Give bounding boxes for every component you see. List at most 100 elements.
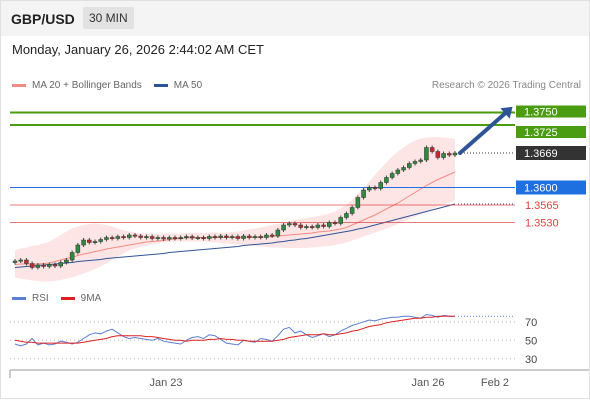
candle (121, 236, 126, 238)
candle (401, 167, 406, 171)
candle (327, 222, 332, 227)
bollinger-band (15, 137, 455, 282)
rsi-legend: RSI 9MA (12, 293, 101, 304)
datetime-label: Monday, January 26, 2026 2:44:02 AM CET (12, 42, 264, 57)
candle (24, 259, 29, 264)
candle (247, 235, 252, 238)
candle (407, 163, 412, 168)
candle (315, 224, 321, 228)
candle (395, 169, 401, 174)
candle (92, 241, 98, 243)
symbol-title: GBP/USD (11, 11, 75, 27)
candle (367, 187, 372, 191)
ma20-swatch (12, 84, 26, 87)
level-label-0: 1.3750 (524, 107, 558, 119)
rsi-ma-swatch (60, 297, 75, 300)
candle (178, 237, 183, 239)
candle (167, 237, 172, 240)
candle (384, 177, 389, 183)
candle (258, 236, 263, 238)
candle (64, 259, 69, 263)
rsi-line (14, 313, 455, 347)
candle (218, 235, 223, 238)
candle (298, 224, 303, 228)
candle (69, 252, 75, 261)
candle (195, 237, 201, 239)
legend-item-ma50: MA 50 (173, 80, 203, 91)
candle (104, 237, 109, 240)
candle (332, 222, 338, 224)
candle (35, 264, 41, 268)
credit-label: Research © 2026 Trading Central (431, 80, 581, 91)
level-label-1: 1.3725 (524, 127, 558, 139)
ma20-line (14, 171, 456, 265)
level-badge-2 (516, 146, 586, 160)
candle (12, 260, 18, 263)
candle (75, 244, 81, 253)
candle (372, 187, 378, 189)
level-badge-3 (516, 180, 586, 195)
price-legend: MA 20 + Bollinger Bands MA 50 (12, 80, 202, 91)
candle (275, 229, 281, 237)
level-label-4: 1.3565 (525, 200, 559, 212)
candle (29, 263, 35, 268)
candle (58, 262, 63, 267)
rsi-ma-line (14, 315, 455, 344)
candle (269, 234, 275, 237)
candle (429, 147, 435, 152)
candle (41, 264, 46, 267)
candle (241, 235, 246, 239)
x-tick-label: Jan 26 (411, 377, 444, 389)
candle (138, 235, 143, 238)
candle (281, 224, 286, 231)
legend-item-rsi-ma: 9MA (80, 293, 102, 304)
candle (189, 236, 195, 239)
level-label-2: 1.3669 (524, 148, 558, 160)
candle (424, 147, 429, 161)
candle (115, 236, 121, 239)
candle (155, 237, 161, 239)
candle (161, 237, 166, 240)
rsi-tick-label: 70 (525, 317, 537, 329)
x-tick-label: Feb 2 (481, 377, 509, 389)
legend-item-ma20: MA 20 + Bollinger Bands (32, 80, 142, 91)
candle (435, 151, 441, 158)
candle (412, 161, 418, 164)
candle (344, 213, 349, 218)
rsi-tick-label: 50 (525, 335, 537, 347)
candle (349, 207, 355, 214)
candle (172, 237, 178, 239)
candle (98, 239, 103, 242)
candle (184, 236, 189, 238)
candle (109, 237, 115, 239)
arrow-head (500, 106, 513, 119)
candle (447, 153, 452, 156)
candle (355, 197, 361, 208)
candle (441, 153, 446, 158)
candle (87, 239, 92, 243)
top-bar: GBP/USD 30 MIN (0, 0, 590, 36)
candle (361, 189, 366, 198)
candle (235, 236, 241, 239)
candle (309, 226, 315, 228)
ma50-line (14, 203, 456, 268)
candle (144, 236, 149, 238)
candle (81, 239, 86, 246)
candle (287, 223, 292, 226)
projection-arrow (458, 111, 507, 155)
candle (201, 237, 206, 239)
candle (132, 234, 138, 237)
candle (452, 152, 458, 156)
candle (252, 236, 258, 238)
candle (321, 224, 326, 227)
level-label-5: 1.3530 (525, 218, 559, 230)
candle (18, 259, 23, 262)
candle (47, 264, 52, 267)
candle (229, 236, 235, 238)
timeframe-button[interactable]: 30 MIN (83, 7, 134, 29)
candle (338, 217, 343, 224)
ma50-swatch (153, 84, 168, 87)
level-badge-0 (516, 105, 586, 118)
